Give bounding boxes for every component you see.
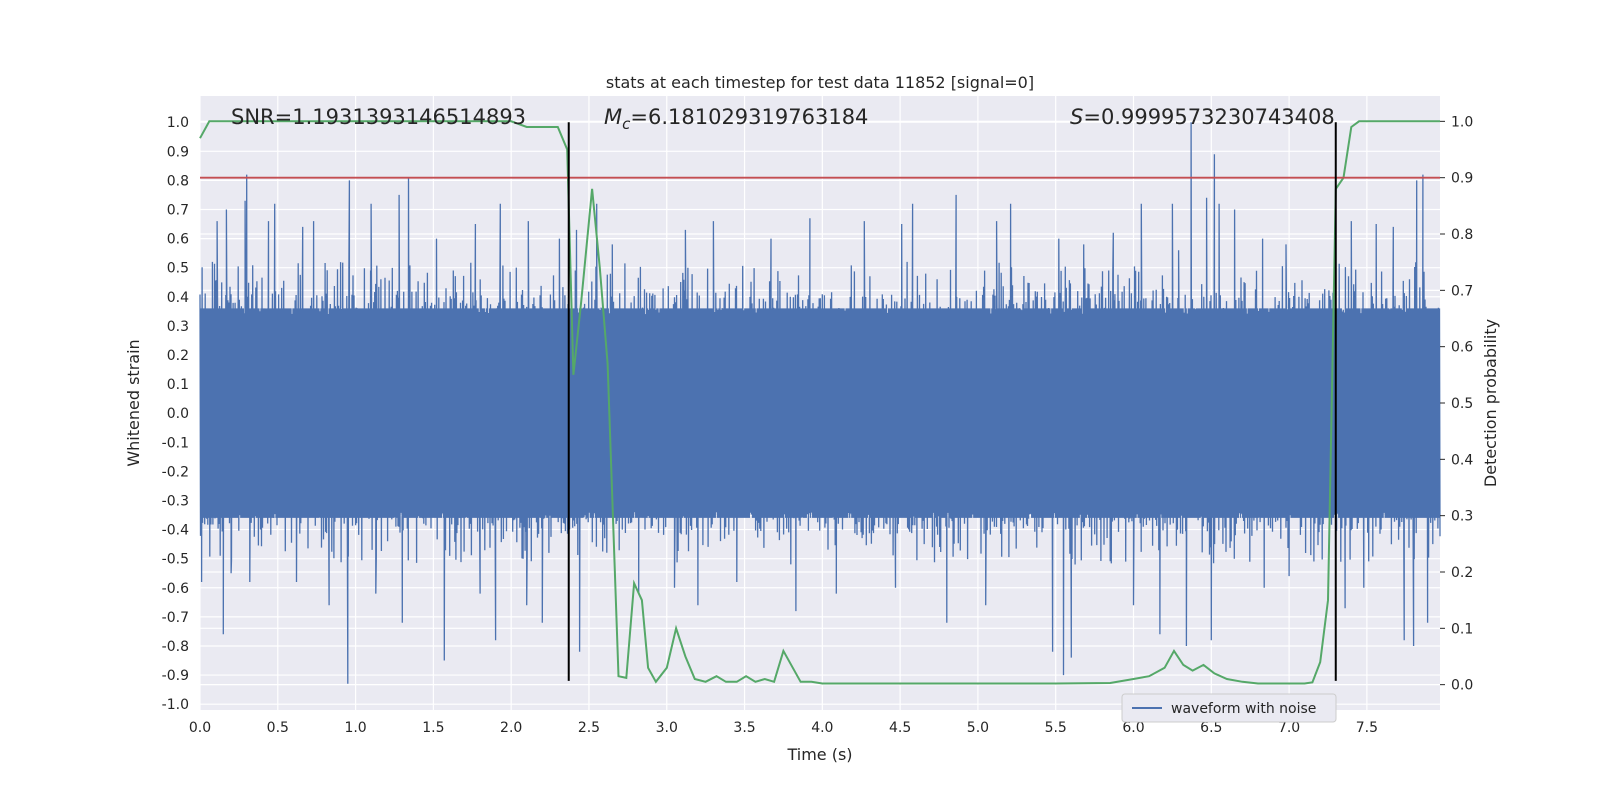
mc-subscript: c bbox=[622, 115, 631, 133]
y-tick-label: -0.8 bbox=[162, 639, 189, 655]
waveform-dense-band bbox=[200, 314, 1440, 513]
y-axis-label: Whitened strain bbox=[124, 339, 143, 466]
y-tick-label: -0.7 bbox=[162, 610, 189, 626]
y2-tick-label: 0.3 bbox=[1451, 509, 1473, 525]
y-tick-label: -0.4 bbox=[162, 523, 189, 539]
y2-tick-label: 0.8 bbox=[1451, 227, 1473, 243]
x-tick-label: 0.0 bbox=[189, 720, 211, 736]
y-tick-label: -0.5 bbox=[162, 552, 189, 568]
s-value: =0.9999573230743408 bbox=[1083, 105, 1334, 129]
x-tick-label: 4.5 bbox=[889, 720, 911, 736]
y-tick-label: 0.0 bbox=[167, 406, 189, 422]
mc-value: =6.181029319763184 bbox=[630, 105, 868, 129]
y-tick-label: -0.1 bbox=[162, 435, 189, 451]
legend-box bbox=[1121, 693, 1337, 723]
x-tick-label: 5.0 bbox=[967, 720, 989, 736]
y2-tick-label: 0.4 bbox=[1451, 452, 1473, 468]
legend-label: waveform with noise bbox=[1171, 701, 1316, 717]
x-tick-label: 4.0 bbox=[811, 720, 833, 736]
x-tick-label: 1.0 bbox=[344, 720, 366, 736]
probability-line bbox=[199, 120, 1440, 685]
x-tick-label: 3.0 bbox=[656, 720, 678, 736]
y2-tick-label: 0.7 bbox=[1451, 283, 1473, 299]
x-tick-label: 2.5 bbox=[578, 720, 600, 736]
x-tick-label: 5.5 bbox=[1045, 720, 1067, 736]
x-tick-label: 6.5 bbox=[1200, 720, 1222, 736]
y-tick-label: -0.6 bbox=[162, 581, 189, 597]
y-tick-label: 0.7 bbox=[167, 202, 189, 218]
x-tick-label: 1.5 bbox=[422, 720, 444, 736]
y-tick-label: 0.3 bbox=[167, 319, 189, 335]
s-symbol: S bbox=[1070, 105, 1083, 129]
chart-title: stats at each timestep for test data 118… bbox=[606, 73, 1034, 92]
y2-tick-label: 0.5 bbox=[1451, 396, 1473, 412]
y2-tick-label: 0.1 bbox=[1451, 621, 1473, 637]
x-tick-label: 2.0 bbox=[500, 720, 522, 736]
y2-axis-label: Detection probability bbox=[1481, 319, 1500, 487]
x-tick-label: 3.5 bbox=[733, 720, 755, 736]
s-annotation: S=0.9999573230743408 bbox=[1070, 105, 1335, 129]
overlay-lines bbox=[200, 122, 1440, 681]
x-tick-label: 6.0 bbox=[1122, 720, 1144, 736]
y-tick-label: 0.6 bbox=[167, 232, 189, 248]
y-tick-label: 0.2 bbox=[167, 348, 189, 364]
ticks: 0.0 0.5 1.0 1.5 2.0 2.5 3.0 3.5 4.0 4.5 5.0 5.5 6.0 6… bbox=[162, 114, 1474, 736]
y-tick-label: -0.2 bbox=[162, 464, 189, 480]
y-tick-label: 0.9 bbox=[167, 144, 189, 160]
waveform-series bbox=[199, 122, 1441, 684]
snr-annotation: SNR=1.1931393146514893 bbox=[231, 105, 526, 129]
y2-tick-label: 0.2 bbox=[1451, 565, 1473, 581]
legend: waveform with noise bbox=[1121, 693, 1337, 723]
y2-tick-label: 1.0 bbox=[1451, 114, 1473, 130]
mc-annotation: Mc=6.181029319763184 bbox=[604, 105, 868, 133]
y-tick-label: 0.1 bbox=[167, 377, 189, 393]
x-tick-label: 7.0 bbox=[1278, 720, 1300, 736]
x-tick-label: 0.5 bbox=[267, 720, 289, 736]
y-tick-label: -1.0 bbox=[162, 697, 189, 713]
y2-tick-label: 0.9 bbox=[1451, 171, 1473, 187]
y-tick-label: 1.0 bbox=[167, 115, 189, 131]
y2-tick-label: 0.6 bbox=[1451, 340, 1473, 356]
y-tick-label: -0.9 bbox=[162, 668, 189, 684]
x-axis-label: Time (s) bbox=[786, 745, 852, 764]
y-tick-label: 0.5 bbox=[167, 261, 189, 277]
x-tick-label: 7.5 bbox=[1356, 720, 1378, 736]
mc-symbol: M bbox=[604, 105, 622, 129]
y-tick-label: -0.3 bbox=[162, 493, 189, 509]
y-tick-label: 0.8 bbox=[167, 173, 189, 189]
y-tick-label: 0.4 bbox=[167, 290, 189, 306]
probability-series bbox=[199, 120, 1440, 685]
y2-tick-label: 0.0 bbox=[1451, 678, 1473, 694]
